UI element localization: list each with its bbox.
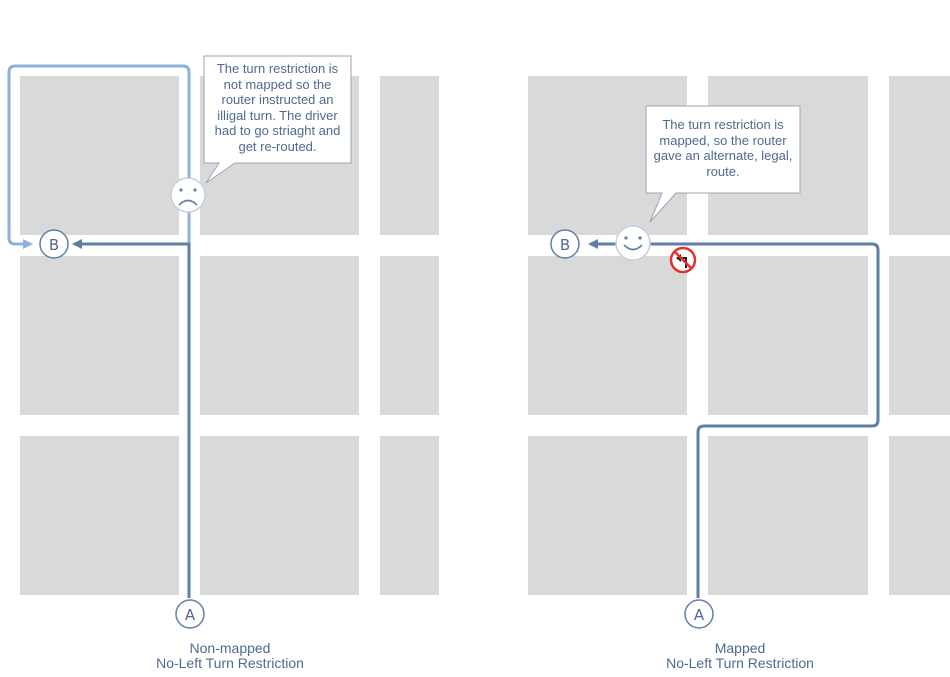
start-marker-label: A xyxy=(185,606,196,624)
left-callout-bubble xyxy=(203,55,352,184)
start-marker-label: A xyxy=(694,606,705,624)
right-callout-text: The turn restriction is mapped, so the r… xyxy=(653,117,793,179)
city-block xyxy=(200,436,359,595)
city-block xyxy=(380,256,439,415)
destination-marker: B xyxy=(550,229,580,259)
city-block xyxy=(708,256,868,415)
city-block xyxy=(380,76,439,235)
right-caption: Mapped No-Left Turn Restriction xyxy=(610,641,870,671)
left-caption: Non-mapped No-Left Turn Restriction xyxy=(100,641,360,671)
city-block xyxy=(20,436,179,595)
city-block xyxy=(20,76,179,235)
left-caption-line2: No-Left Turn Restriction xyxy=(156,655,304,671)
city-block xyxy=(528,436,687,595)
city-block xyxy=(889,256,950,415)
smiley-face-icon xyxy=(615,225,651,261)
instructed-route xyxy=(72,239,191,598)
city-block xyxy=(20,256,179,415)
left-callout-text: The turn restriction is not mapped so th… xyxy=(214,61,341,154)
city-block xyxy=(380,436,439,595)
destination-marker-label: B xyxy=(49,236,59,254)
rerouted-path xyxy=(7,64,191,249)
start-marker: A xyxy=(684,599,714,629)
legal-route xyxy=(588,239,880,598)
left-caption-line1: Non-mapped xyxy=(189,640,271,656)
right-caption-line2: No-Left Turn Restriction xyxy=(666,655,814,671)
no-left-turn-icon xyxy=(669,246,697,274)
city-block xyxy=(889,436,950,595)
city-block xyxy=(708,436,868,595)
city-block xyxy=(200,256,359,415)
start-marker: A xyxy=(175,599,205,629)
city-block xyxy=(889,76,950,235)
sad-face-icon xyxy=(170,177,206,213)
destination-marker: B xyxy=(39,229,69,259)
city-block xyxy=(528,256,687,415)
destination-marker-label: B xyxy=(560,236,570,254)
right-caption-line1: Mapped xyxy=(714,640,766,656)
right-callout-bubble xyxy=(645,105,801,223)
